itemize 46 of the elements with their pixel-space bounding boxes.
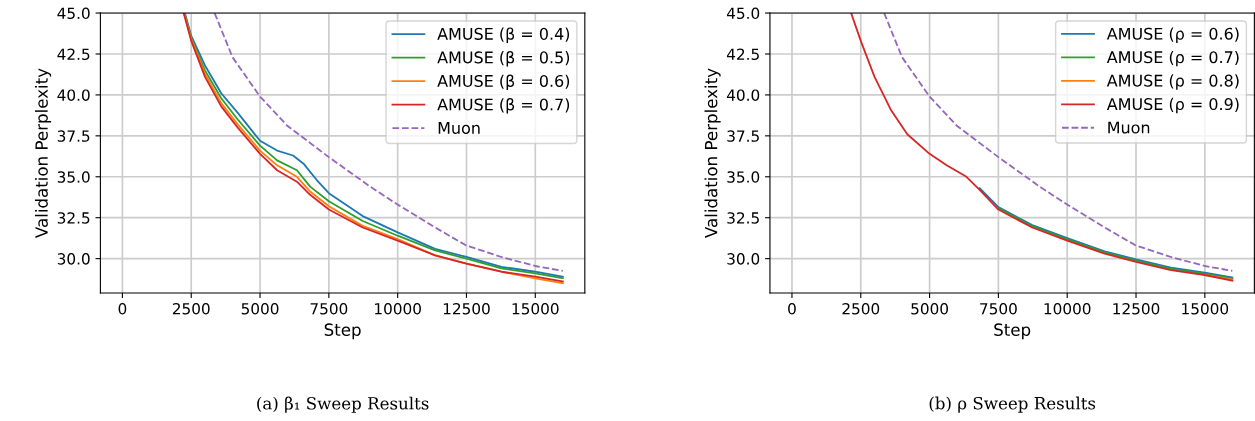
legend-label: AMUSE (β = 0.6): [437, 74, 570, 91]
x-tick-label: 2500: [842, 303, 880, 315]
legend-label: Muon: [438, 122, 480, 134]
x-tick-label: 12500: [1113, 303, 1160, 315]
y-tick-label: 45.0: [726, 7, 760, 20]
line-series: [978, 187, 1234, 279]
y-tick-label: 35.0: [57, 171, 90, 183]
y-tick-label: 32.5: [57, 212, 90, 224]
y-axis-title: Validation Perplexity: [34, 68, 52, 239]
y-tick-label: 40.0: [57, 89, 90, 101]
y-tick-label: 37.5: [727, 130, 759, 142]
x-tick-label: 5000: [911, 303, 949, 315]
legend-label: AMUSE (ρ = 0.7): [1106, 50, 1239, 67]
y-tick-label: 37.5: [57, 130, 90, 142]
y-tick-label: 42.5: [726, 48, 759, 60]
text: (a) β₁ Sweep Results: [257, 396, 429, 413]
y-tick-label: 30.0: [57, 253, 90, 265]
text: (b) ρ Sweep Results: [929, 396, 1096, 413]
y-tick-label: 35.0: [727, 171, 760, 183]
legend-label: AMUSE (β = 0.7): [437, 98, 570, 114]
y-tick-label: 42.5: [57, 48, 90, 60]
legend-label: Muon: [1108, 121, 1150, 134]
x-tick-label: 12500: [443, 303, 490, 315]
x-tick-label: 7500: [310, 303, 348, 315]
legend-label: AMUSE (ρ = 0.9): [1106, 97, 1239, 114]
legend-label: AMUSE (β = 0.5): [437, 50, 570, 67]
legend-label: AMUSE (ρ = 0.6): [1106, 27, 1239, 43]
y-tick-label: 40.0: [726, 89, 760, 101]
legend-label: AMUSE (ρ = 0.8): [1106, 74, 1239, 90]
x-tick-label: 5000: [241, 303, 279, 315]
x-tick-label: 2500: [172, 303, 210, 315]
x-tick-label: 10000: [1044, 303, 1091, 315]
y-axis-title: Validation Perplexity: [704, 68, 721, 239]
line-series: [997, 207, 1234, 280]
x-axis-title: Step: [994, 323, 1031, 340]
y-tick-label: 30.0: [727, 253, 760, 265]
x-tick-label: 7500: [980, 303, 1017, 315]
x-tick-label: 15000: [1182, 303, 1229, 315]
legend-label: AMUSE (β = 0.4): [437, 27, 570, 43]
x-tick-label: 10000: [375, 303, 421, 315]
y-tick-label: 45.0: [57, 7, 90, 20]
x-axis-title: Step: [324, 323, 361, 340]
y-tick-label: 32.5: [727, 212, 759, 224]
x-tick-label: 0: [118, 303, 127, 315]
x-tick-label: 15000: [512, 303, 559, 315]
x-tick-label: 0: [788, 303, 796, 315]
